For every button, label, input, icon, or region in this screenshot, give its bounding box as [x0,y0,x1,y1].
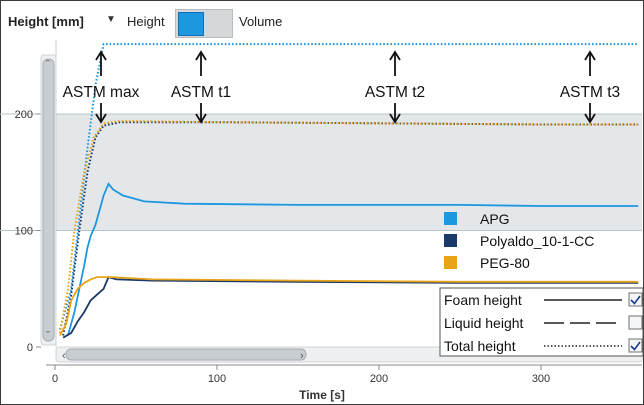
up-arrow-icon [195,50,207,76]
series-line-peg-80-foam [59,276,639,336]
x-tick-label: 0 [52,373,58,385]
down-arrow-icon [195,103,207,124]
up-arrow-icon [584,50,596,76]
line-style-checkbox[interactable] [628,292,643,307]
vertical-scrollbar[interactable]: ˆ ˇ [40,54,57,346]
x-axis: 0 100 200 300 [46,364,642,385]
check-icon [630,295,641,305]
series-line-polyaldo-10-1-cc-foam [62,276,639,339]
legend-label: Polyaldo_10-1-CC [480,233,594,249]
x-tick-label: 100 [208,373,226,385]
series-lines [58,43,639,339]
line-style-checkbox[interactable] [628,338,643,353]
legend-item: PEG-80 [444,255,530,271]
height-volume-toggle[interactable] [175,9,233,38]
astm-label: ASTM t2 [365,84,425,101]
scroll-right-icon[interactable]: › [300,350,304,362]
legend-item: APG [444,211,510,227]
astm-label: ASTM t1 [171,84,231,101]
legend-swatch [444,212,457,225]
legend-swatch [444,234,457,247]
legend-swatch [444,256,457,269]
series-line-apg-total [58,43,639,330]
series-line-peg-80-total [58,119,639,334]
down-arrow-icon [95,103,107,124]
line-style-legend: Foam height Liquid height Total height [439,287,644,357]
series-line-polyaldo-10-1-cc-total [62,121,639,336]
astm-annotations: ASTM max ASTM t1 ASTM t2 ASTM t3 [63,50,620,124]
scroll-down-icon[interactable]: ˇ [46,330,50,342]
line-style-label: Liquid height [444,315,524,331]
up-arrow-icon [95,50,107,76]
y-tick-label: 0 [27,342,33,354]
axis-selector[interactable]: Height [mm] [8,14,84,29]
legend-item: Polyaldo_10-1-CC [444,233,594,249]
x-axis-label: Time [s] [299,388,345,402]
down-arrow-icon [389,103,401,124]
line-style-checkbox[interactable] [628,315,643,330]
toggle-knob[interactable] [178,12,204,36]
shaded-band [56,114,642,231]
vertical-scroll-thumb[interactable] [42,58,55,342]
legend-label: APG [480,211,510,227]
series-line-apg-foam [67,182,639,336]
check-icon [630,341,641,351]
toggle-label-volume: Volume [239,14,283,29]
down-arrow-icon [584,103,596,124]
line-style-label: Foam height [444,292,522,308]
toolbar: Height [mm] ▼ Height Volume [1,1,643,39]
toggle-label-height: Height [127,14,165,29]
y-axis: 0 100 200 [15,109,41,354]
y-tick-label: 200 [15,109,33,121]
legend-label: PEG-80 [480,255,530,271]
astm-label: ASTM max [63,84,140,101]
line-style-label: Total height [444,338,516,354]
up-arrow-icon [389,50,401,76]
line-style-row: Foam height [444,292,643,308]
x-tick-label: 200 [370,373,388,385]
scroll-left-icon[interactable]: ‹ [62,350,66,362]
series-legend: APG Polyaldo_10-1-CC PEG-80 [444,211,594,271]
line-style-row: Total height [444,338,643,354]
x-tick-label: 300 [532,373,550,385]
caret-down-icon[interactable]: ▼ [106,14,116,25]
scroll-up-icon[interactable]: ˆ [46,59,50,71]
astm-label: ASTM t3 [560,84,620,101]
line-style-row: Liquid height [444,315,643,331]
horizontal-scroll-thumb[interactable] [65,348,307,361]
y-tick-label: 100 [15,226,33,238]
